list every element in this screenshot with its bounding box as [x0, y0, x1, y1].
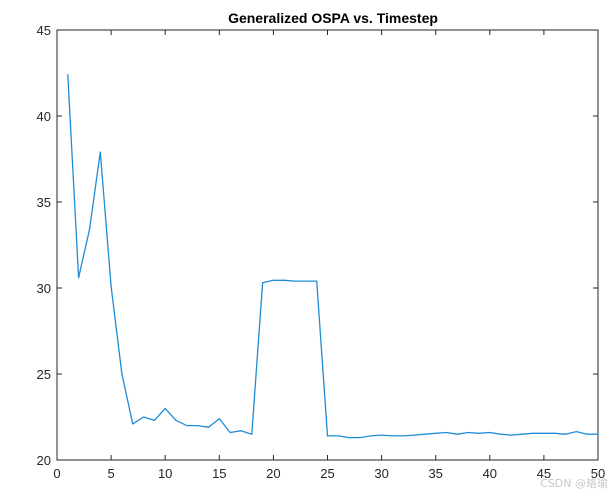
data-point — [435, 432, 437, 434]
y-tick-label: 40 — [37, 109, 51, 124]
data-point — [489, 431, 491, 434]
data-point — [348, 437, 350, 439]
y-tick-label: 45 — [37, 23, 51, 38]
data-point — [359, 437, 361, 439]
x-tick-label: 20 — [266, 466, 280, 481]
data-point — [575, 431, 578, 433]
data-point — [316, 280, 318, 282]
data-point — [413, 434, 415, 436]
data-point — [521, 433, 523, 435]
y-tick-label: 25 — [37, 367, 51, 382]
data-point — [456, 433, 458, 435]
data-point — [305, 280, 307, 282]
x-tick-label: 10 — [158, 466, 172, 481]
data-point — [554, 432, 556, 434]
data-point — [153, 419, 155, 421]
x-tick-label: 45 — [537, 466, 551, 481]
data-point — [586, 433, 588, 435]
x-tick-label: 30 — [374, 466, 388, 481]
data-point — [67, 74, 69, 76]
data-point — [207, 426, 210, 428]
data-point — [510, 434, 512, 436]
x-tick-label: 40 — [483, 466, 497, 481]
x-tick-label: 0 — [53, 466, 60, 481]
x-tick-label: 35 — [428, 466, 442, 481]
x-axis: 0 5 10 15 20 25 30 35 40 45 50 — [53, 30, 605, 481]
x-tick-label: 5 — [107, 466, 114, 481]
data-point — [99, 151, 101, 153]
data-point — [294, 280, 296, 282]
x-tick-label: 50 — [591, 466, 605, 481]
data-point — [370, 435, 372, 437]
watermark: CSDN @珞瑜 — [540, 476, 608, 490]
data-point — [110, 285, 112, 287]
data-point — [229, 431, 231, 434]
data-point — [402, 435, 404, 437]
data-point — [175, 419, 177, 421]
data-point — [532, 432, 534, 434]
data-point — [500, 433, 502, 435]
data-point — [164, 407, 166, 409]
data-point — [132, 423, 134, 425]
data-point — [391, 435, 393, 437]
y-axis: 20 25 30 35 40 45 — [37, 23, 598, 468]
data-point — [381, 434, 383, 436]
data-point — [564, 433, 567, 435]
data-point — [262, 282, 264, 284]
data-point — [424, 433, 426, 435]
data-point — [218, 418, 220, 420]
data-point — [121, 373, 123, 375]
data-point — [597, 433, 599, 435]
data-point — [543, 432, 545, 434]
data-point — [251, 433, 253, 435]
y-tick-label: 20 — [37, 453, 51, 468]
data-point — [337, 435, 339, 437]
chart-title: Generalized OSPA vs. Timestep — [228, 10, 438, 26]
plot-area: 20 25 30 35 40 45 0 5 10 15 20 25 30 35 40 45 50 — [37, 23, 606, 481]
x-tick-label: 15 — [212, 466, 226, 481]
axes-box — [56, 29, 599, 461]
data-point — [467, 431, 469, 434]
data-point — [240, 430, 242, 432]
data-point — [143, 416, 145, 418]
data-point — [445, 431, 448, 434]
series-layer — [67, 74, 599, 439]
data-point — [88, 228, 91, 231]
data-point — [78, 277, 80, 279]
x-tick-label: 25 — [320, 466, 334, 481]
y-tick-label: 35 — [37, 195, 51, 210]
data-point — [186, 425, 188, 427]
series-line — [67, 74, 598, 439]
data-point — [283, 279, 285, 281]
y-tick-label: 30 — [37, 281, 51, 296]
data-point — [326, 435, 329, 437]
data-point — [197, 425, 199, 427]
data-point — [478, 432, 480, 434]
data-point — [272, 279, 274, 281]
